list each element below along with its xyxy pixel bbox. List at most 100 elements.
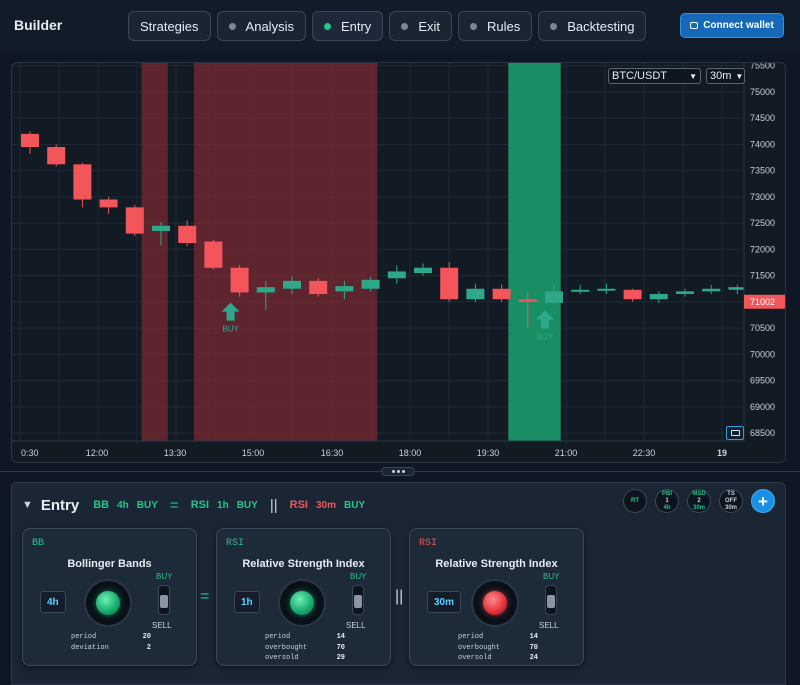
tab-exit[interactable]: Exit bbox=[389, 11, 452, 41]
param-row[interactable]: overbought 70 bbox=[458, 644, 538, 655]
param-row[interactable]: oversold 24 bbox=[458, 654, 538, 665]
chevron-down-icon[interactable]: ▼ bbox=[22, 499, 33, 511]
param-row[interactable]: period 20 bbox=[71, 633, 151, 644]
formula-timeframe: 1h bbox=[217, 499, 229, 511]
formula-operator[interactable]: = bbox=[169, 496, 179, 514]
signal-knob[interactable] bbox=[473, 581, 517, 625]
arrow-up-icon bbox=[221, 302, 240, 321]
status-dot-icon bbox=[550, 22, 558, 30]
param-value[interactable]: 2 bbox=[146, 643, 151, 652]
card-tag: RSI bbox=[226, 538, 245, 549]
rt-chip[interactable]: RT bbox=[623, 489, 647, 513]
formula-indicator[interactable]: RSI bbox=[190, 499, 210, 511]
tab-rules[interactable]: Rules bbox=[457, 11, 533, 41]
candle-body bbox=[545, 291, 563, 303]
status-dot-icon bbox=[323, 22, 331, 30]
candle-body bbox=[597, 288, 616, 291]
buy-sell-toggle[interactable] bbox=[352, 585, 364, 615]
x-tick-label: 13:30 bbox=[164, 448, 187, 458]
signal-knob[interactable] bbox=[86, 581, 130, 625]
card-params: period 14 overbought 70 oversold 29 bbox=[265, 633, 345, 665]
signal-knob[interactable] bbox=[280, 581, 324, 625]
param-value[interactable]: 14 bbox=[529, 633, 538, 641]
interval-select-value: 30m bbox=[710, 70, 732, 82]
pair-select[interactable]: BTC/USDT ▼ bbox=[608, 68, 701, 84]
timeframe-button[interactable]: 1h bbox=[234, 591, 260, 613]
y-tick-label: 71500 bbox=[750, 271, 775, 281]
ts-chip[interactable]: TS OFF 30m bbox=[719, 489, 743, 513]
card-operator[interactable]: || bbox=[395, 588, 404, 605]
candlestick-chart[interactable]: BUYBUY6850069000695007000070500710007150… bbox=[12, 63, 786, 463]
price-chart[interactable]: BUYBUY6850069000695007000070500710007150… bbox=[11, 62, 786, 463]
y-tick-label: 69500 bbox=[750, 376, 775, 386]
x-tick-label: 16:30 bbox=[321, 448, 344, 458]
param-value[interactable]: 70 bbox=[529, 643, 538, 652]
msd-chip[interactable]: MSD 2 30m bbox=[687, 489, 711, 513]
screenshot-icon[interactable] bbox=[726, 426, 744, 440]
param-row[interactable]: overbought 70 bbox=[265, 644, 345, 655]
param-name: overbought bbox=[458, 643, 501, 652]
y-tick-label: 69000 bbox=[750, 402, 775, 412]
pbi-chip[interactable]: PBI 1 4h bbox=[655, 489, 679, 513]
connect-wallet-label: Connect wallet bbox=[703, 20, 774, 31]
y-tick-label: 70000 bbox=[750, 349, 775, 359]
tab-analysis[interactable]: Analysis bbox=[216, 11, 306, 41]
tab-entry[interactable]: Entry bbox=[311, 11, 384, 41]
card-operator[interactable]: = bbox=[200, 588, 210, 605]
entry-title: Entry bbox=[40, 496, 80, 514]
param-value[interactable]: 24 bbox=[529, 654, 538, 662]
candle bbox=[47, 144, 66, 167]
timeframe-button[interactable]: 4h bbox=[40, 591, 66, 613]
candle-body bbox=[492, 288, 511, 300]
param-value[interactable]: 14 bbox=[336, 633, 345, 641]
chevron-down-icon: ▼ bbox=[689, 71, 697, 81]
entry-chips: RT PBI 1 4h MSD 2 30m TS OFF 30m + bbox=[623, 489, 775, 513]
param-row[interactable]: period 14 bbox=[458, 633, 538, 644]
tab-label: Backtesting bbox=[567, 18, 635, 34]
tab-strategies[interactable]: Strategies bbox=[128, 11, 211, 41]
param-row[interactable]: deviation 2 bbox=[71, 644, 151, 655]
x-tick-label: 15:00 bbox=[242, 448, 265, 458]
param-value[interactable]: 70 bbox=[336, 643, 345, 652]
formula-signal: BUY bbox=[343, 499, 366, 511]
card-name: Relative Strength Index bbox=[435, 558, 558, 570]
indicator-card-rsi-30m[interactable]: RSI Relative Strength Index 30m BUY SELL… bbox=[409, 528, 584, 666]
param-name: oversold bbox=[458, 654, 492, 662]
connect-wallet-button[interactable]: Connect wallet bbox=[680, 13, 784, 38]
param-value[interactable]: 20 bbox=[142, 633, 151, 641]
tab-label: Entry bbox=[340, 18, 372, 34]
indicator-card-rsi-1h[interactable]: RSI Relative Strength Index 1h BUY SELL … bbox=[216, 528, 391, 666]
status-dot-icon bbox=[228, 22, 236, 30]
candle bbox=[230, 265, 249, 297]
param-row[interactable]: oversold 29 bbox=[265, 654, 345, 665]
candle bbox=[335, 280, 354, 300]
top-bar: Builder Strategies Analysis Entry Exit R… bbox=[0, 0, 800, 52]
status-dot-icon bbox=[401, 22, 409, 30]
add-indicator-button[interactable]: + bbox=[751, 489, 775, 513]
indicator-card-bb[interactable]: BB Bollinger Bands 4h BUY SELL period 20 … bbox=[22, 528, 197, 666]
tab-backtesting[interactable]: Backtesting bbox=[538, 11, 647, 41]
candle-body bbox=[676, 291, 694, 294]
buy-sell-toggle[interactable] bbox=[545, 585, 557, 615]
chevron-down-icon: ▼ bbox=[735, 71, 744, 81]
x-tick-label: 22:30 bbox=[633, 448, 656, 458]
candle bbox=[99, 196, 118, 214]
buy-zone bbox=[508, 63, 561, 441]
formula-indicator[interactable]: RSI bbox=[289, 499, 308, 511]
interval-select[interactable]: 30m ▼ bbox=[706, 68, 745, 84]
buy-signal-icon: BUY bbox=[536, 310, 554, 342]
y-tick-label: 74500 bbox=[750, 113, 775, 123]
formula-operator[interactable]: || bbox=[269, 496, 278, 514]
candle-body bbox=[204, 241, 223, 268]
buy-sell-toggle[interactable] bbox=[158, 585, 170, 615]
buy-label: BUY bbox=[543, 572, 560, 581]
timeframe-button[interactable]: 30m bbox=[427, 591, 462, 613]
param-row[interactable]: period 14 bbox=[265, 633, 345, 644]
formula-indicator[interactable]: BB bbox=[93, 499, 110, 511]
param-value[interactable]: 29 bbox=[336, 654, 345, 662]
card-name: Relative Strength Index bbox=[242, 558, 365, 570]
resize-handle[interactable] bbox=[381, 467, 415, 476]
x-tick-label: 19 bbox=[717, 448, 727, 458]
sell-label: SELL bbox=[346, 621, 366, 630]
buy-label: BUY bbox=[350, 572, 367, 581]
